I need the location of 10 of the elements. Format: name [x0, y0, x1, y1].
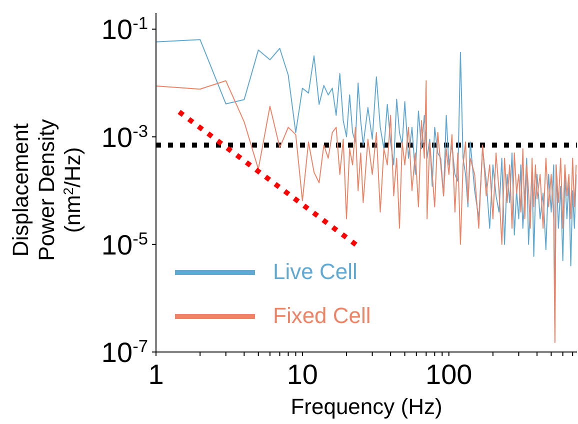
y-tick-label: 10$^{-1}$: [101, 13, 148, 46]
legend-label: Live Cell: [273, 259, 358, 285]
y-tick-label: 10$^{-5}$: [101, 228, 148, 260]
y-tick-label: 10$^{-3}$: [101, 120, 148, 153]
x-axis-title: Frequency (Hz): [290, 394, 442, 419]
x-tick-label: 100: [426, 359, 472, 390]
x-tick-label: 1: [148, 359, 164, 390]
y-tick-label: 10$^{-7}$: [101, 336, 148, 368]
x-tick-label: 10: [286, 359, 318, 390]
legend-label: Fixed Cell: [273, 303, 371, 329]
